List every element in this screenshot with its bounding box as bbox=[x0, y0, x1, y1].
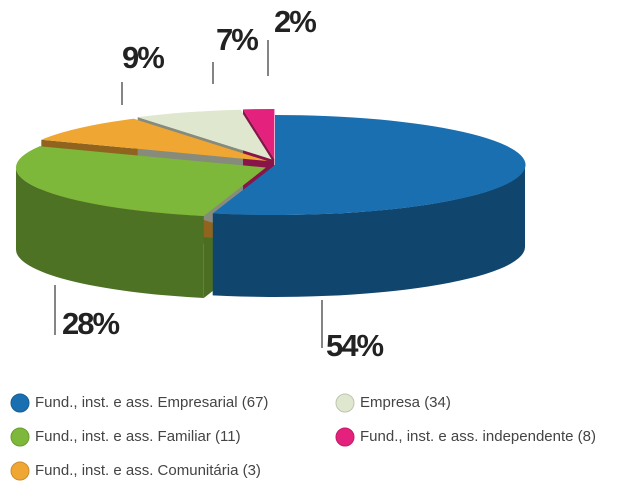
legend-label: Fund., inst. e ass. Empresarial (67) bbox=[35, 394, 268, 411]
pie-tops bbox=[15, 109, 526, 216]
legend-label: Fund., inst. e ass. independente (8) bbox=[360, 428, 596, 445]
legend-marker bbox=[10, 393, 30, 413]
pie-slice bbox=[41, 118, 268, 162]
legend-marker bbox=[335, 427, 355, 447]
labels: 54% 28% 9% 7% 2% bbox=[54, 4, 385, 363]
legend-label: Fund., inst. e ass. Familiar (11) bbox=[35, 428, 241, 445]
pie-wall bbox=[212, 165, 526, 297]
pie-slice bbox=[15, 146, 266, 216]
pie-slice bbox=[243, 109, 275, 160]
legend: Fund., inst. e ass. Empresarial (67) Fund… bbox=[10, 393, 596, 481]
legend-marker bbox=[10, 427, 30, 447]
pie-wall bbox=[16, 167, 204, 298]
value-label: 54% bbox=[326, 328, 383, 363]
legend-label: Fund., inst. e ass. Comunitária (3) bbox=[35, 462, 261, 479]
legend-marker bbox=[335, 393, 355, 413]
value-label: 9% bbox=[122, 40, 164, 75]
value-label: 28% bbox=[62, 306, 119, 341]
legend-label: Empresa (34) bbox=[360, 394, 451, 411]
pie-slice bbox=[137, 109, 272, 160]
value-label: 2% bbox=[274, 4, 316, 39]
value-label: 7% bbox=[216, 22, 258, 57]
pie-slice bbox=[212, 114, 526, 215]
legend-marker bbox=[10, 461, 30, 481]
